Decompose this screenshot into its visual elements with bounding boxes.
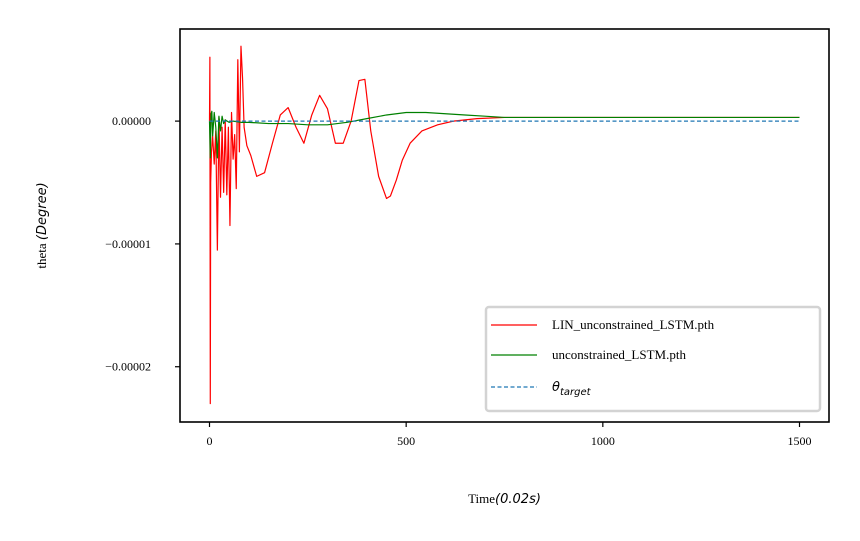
series-line-unconstrained-lstm <box>208 110 800 159</box>
x-tick-label: 1500 <box>788 434 812 448</box>
y-tick-label: −0.00001 <box>105 237 151 251</box>
legend-label-theta-target: θtarget <box>552 380 592 398</box>
y-axis-label-text: theta <box>34 240 49 269</box>
theta-subscript: target <box>560 387 592 398</box>
theta-symbol: θ <box>552 380 560 395</box>
legend: LIN_unconstrained_LSTM.pth unconstrained… <box>484 305 822 413</box>
x-tick-label: 1000 <box>591 434 615 448</box>
series-layer <box>208 45 800 405</box>
plot-frame <box>179 28 830 423</box>
y-tick-label: −0.00002 <box>105 360 151 374</box>
x-axis-label-unit: (0.02s) <box>495 492 541 507</box>
x-tick-label: 0 <box>207 434 213 448</box>
y-axis-label-unit: (Degree) <box>35 182 50 240</box>
legend-label-unconstrained-lstm: unconstrained_LSTM.pth <box>552 347 686 362</box>
x-axis-label-text: Time <box>468 491 495 506</box>
legend-label-lin-lstm: LIN_unconstrained_LSTM.pth <box>552 317 715 332</box>
y-axis-label: theta (Degree) <box>34 182 50 268</box>
legend-box <box>484 305 822 413</box>
y-tick-label: 0.00000 <box>112 114 151 128</box>
axes-layer: 0 500 1000 1500 0.00000 −0.00001 −0.00002 <box>105 28 830 448</box>
series-line-lin-lstm <box>208 45 800 405</box>
x-axis-label: Time(0.02s) <box>468 491 541 507</box>
x-tick-label: 500 <box>397 434 415 448</box>
